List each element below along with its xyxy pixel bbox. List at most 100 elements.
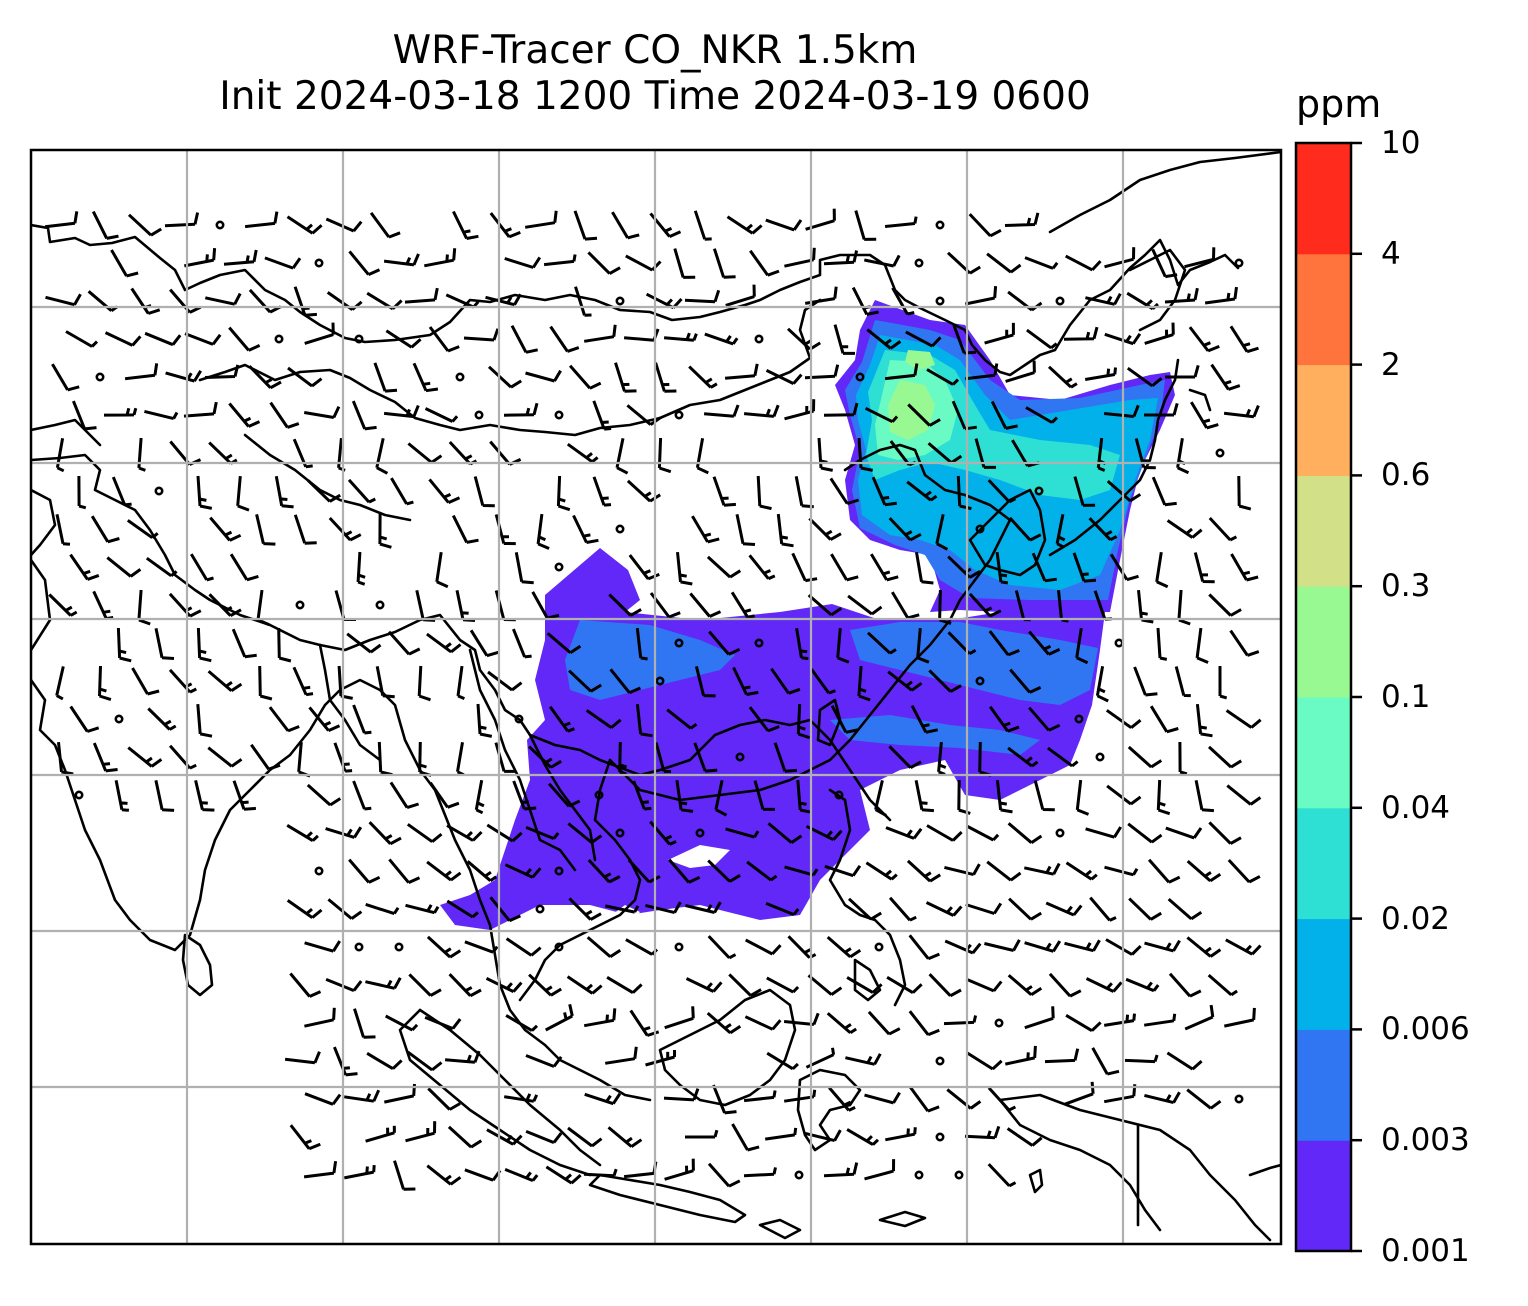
wind-barb — [1065, 254, 1102, 272]
calm-wind-marker — [655, 676, 665, 686]
wind-barb — [1156, 627, 1168, 661]
wind-barb — [784, 865, 819, 877]
colorbar-segment — [1296, 364, 1351, 476]
calm-wind-marker — [935, 1056, 945, 1066]
wind-barb — [966, 824, 1000, 842]
wind-barb — [906, 480, 938, 502]
wind-barb — [1065, 1014, 1102, 1032]
wind-barb — [732, 666, 759, 696]
wind-barb — [55, 514, 71, 546]
wind-barb — [587, 858, 621, 884]
wind-barb — [632, 780, 652, 811]
colorbar-tick-label: 2 — [1381, 346, 1401, 383]
wind-barb — [1229, 325, 1259, 354]
colorbar-segment — [1296, 586, 1351, 698]
colorbar-segment — [1296, 918, 1351, 1030]
calm-wind-marker — [954, 1170, 964, 1180]
wind-barb — [505, 1014, 539, 1032]
wind-barb — [44, 211, 79, 229]
wind-barb — [378, 513, 392, 549]
calm-wind-marker — [1095, 752, 1105, 762]
wind-barb — [387, 630, 421, 656]
wind-barb — [365, 1125, 396, 1143]
wind-barb — [72, 400, 97, 431]
wind-barb — [808, 517, 842, 541]
wind-barb — [664, 1158, 695, 1181]
wind-barb — [277, 627, 292, 663]
wind-barb — [366, 1052, 403, 1070]
wind-barb — [446, 824, 483, 842]
wind-barb — [1194, 780, 1215, 813]
wind-barb — [888, 745, 922, 770]
wind-barb — [749, 249, 780, 277]
wind-barb — [572, 514, 599, 544]
wind-barb — [756, 475, 772, 511]
wind-barb — [567, 822, 603, 844]
wind-barb — [1223, 1007, 1256, 1028]
wind-barb — [208, 593, 242, 618]
calm-wind-marker — [295, 600, 305, 610]
wind-barb — [791, 552, 818, 583]
wind-barb — [765, 902, 800, 916]
wind-barb — [1195, 627, 1209, 664]
wind-barb — [528, 973, 562, 997]
calm-wind-marker — [354, 334, 364, 344]
wind-barb — [823, 1162, 859, 1178]
wind-barb — [1023, 862, 1061, 876]
wind-barb — [685, 901, 722, 914]
wind-barb — [891, 287, 915, 316]
wind-barb — [886, 976, 923, 994]
wind-barb — [828, 1086, 856, 1112]
wind-barb — [1044, 1048, 1080, 1064]
wind-barb — [1237, 475, 1252, 511]
wind-barb — [1144, 322, 1175, 345]
wind-barb — [90, 515, 120, 544]
wind-barb — [743, 1167, 777, 1178]
calm-wind-marker — [1055, 828, 1065, 838]
wind-barb — [512, 780, 537, 811]
wind-barb — [1047, 746, 1079, 768]
wind-barb — [884, 363, 919, 381]
calm-wind-marker — [314, 866, 324, 876]
wind-barb — [1006, 1127, 1043, 1147]
wind-barb — [229, 553, 259, 582]
wind-barb — [1064, 1081, 1095, 1106]
wind-barb — [946, 251, 981, 275]
calm-wind-marker — [1114, 638, 1124, 648]
wind-barb — [383, 253, 420, 267]
wind-barb — [666, 708, 698, 730]
wind-barb — [706, 1011, 742, 1035]
wind-barb — [987, 1086, 1017, 1112]
wind-barb — [1204, 286, 1238, 305]
wind-barb — [783, 1012, 820, 1026]
wind-barb — [154, 779, 175, 812]
wind-barb — [1104, 247, 1136, 269]
wind-barb — [943, 1015, 978, 1026]
calm-wind-marker — [754, 334, 764, 344]
wind-barb — [1007, 974, 1043, 997]
wind-barb — [373, 362, 398, 393]
wind-barb — [649, 820, 677, 846]
calm-wind-marker — [114, 714, 124, 724]
wind-barb — [1025, 406, 1059, 424]
wind-barb — [888, 517, 922, 542]
calm-wind-marker — [674, 638, 684, 648]
wind-barb — [1144, 403, 1179, 417]
calm-wind-marker — [615, 828, 625, 838]
wind-barb — [614, 362, 637, 393]
wind-barb — [773, 742, 797, 773]
wind-barb — [304, 1092, 342, 1106]
wind-barb — [48, 593, 78, 617]
wind-barb — [1075, 779, 1090, 816]
wind-barb — [1007, 822, 1043, 844]
wind-barb — [304, 1007, 336, 1028]
wind-barb — [1178, 741, 1188, 776]
wind-barb — [870, 553, 899, 582]
wind-barb — [289, 1124, 321, 1151]
wind-barb — [1190, 401, 1219, 430]
wind-barb — [51, 363, 80, 392]
wind-barb — [629, 1009, 660, 1037]
wind-barb — [287, 366, 323, 388]
wind-barb — [232, 780, 257, 811]
wind-barb — [1125, 977, 1160, 993]
